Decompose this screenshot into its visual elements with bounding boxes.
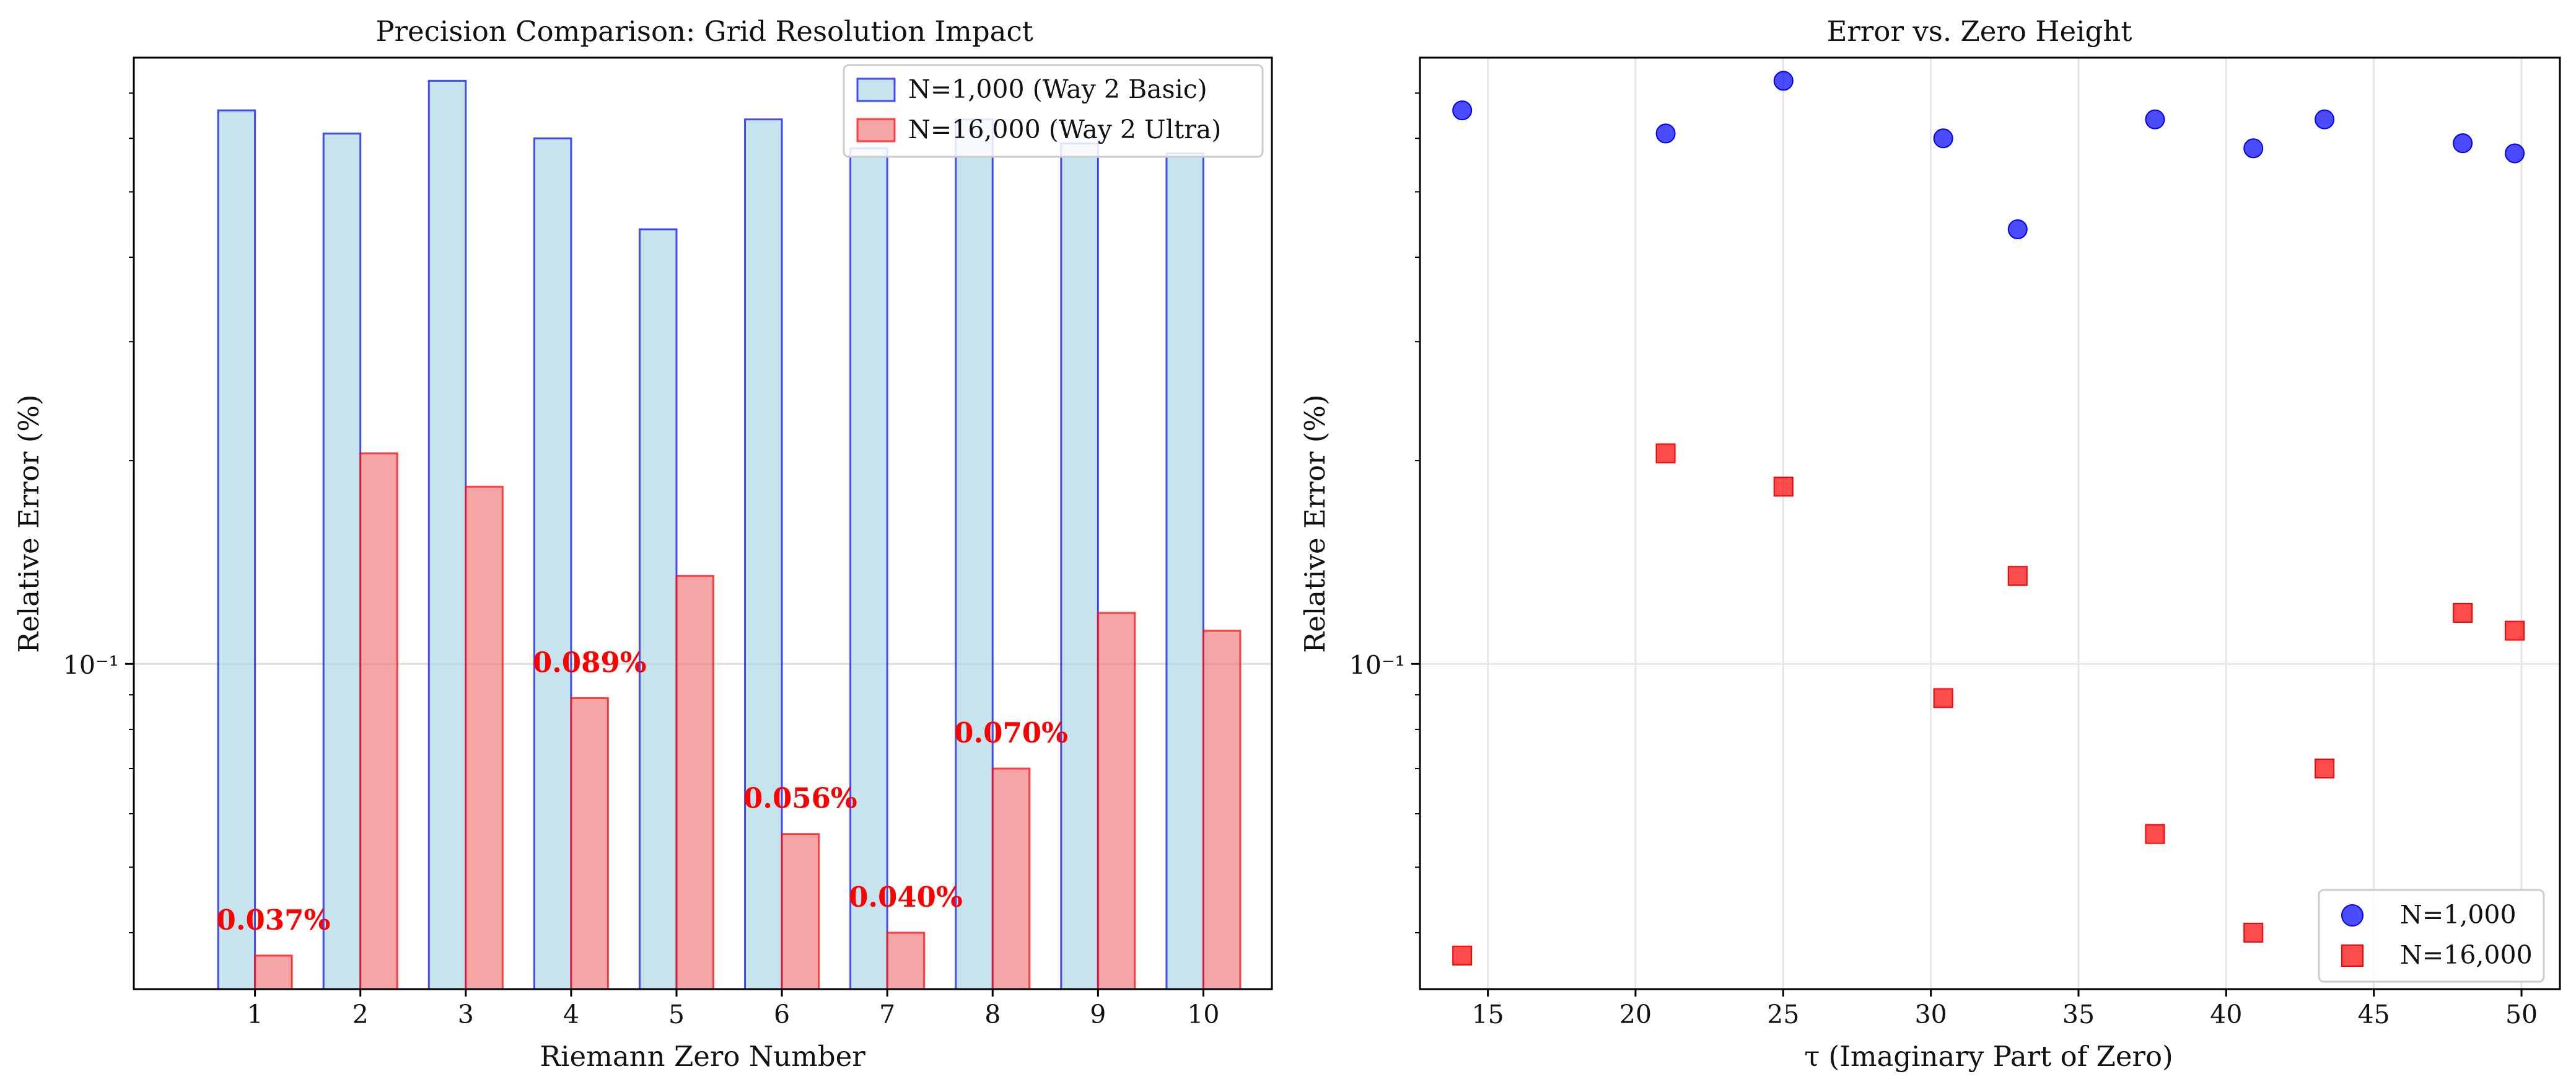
x-tick-label: 35 [2062, 1000, 2095, 1029]
scatter-point-n1000 [1452, 100, 1473, 121]
scatter-point-n16000 [1452, 945, 1473, 966]
scatter-chart-panel: Error vs. Zero Height 15 20 25 30 35 40 45 50 1… [1299, 15, 2561, 1073]
scatter-chart-frame [1419, 56, 2561, 990]
legend-marker-n16000 [2341, 944, 2364, 967]
legend-box [2318, 889, 2545, 983]
bar-chart-y-label: Relative Error (%) [12, 394, 45, 653]
bar-ultra [1202, 630, 1242, 990]
bar-annotation: 0.040% [849, 881, 963, 914]
bar-ultra [359, 452, 398, 990]
y-tick-label: 10⁻¹ [63, 650, 119, 680]
x-tick-label: 9 [1090, 1000, 1106, 1029]
scatter-point-n16000 [1773, 477, 1794, 497]
scatter-point-n16000 [2243, 922, 2264, 943]
scatter-point-n1000 [2243, 138, 2264, 159]
legend-box [843, 64, 1264, 158]
bar-ultra [465, 485, 504, 990]
bar-basic [744, 118, 783, 990]
bar-basic [1165, 152, 1204, 990]
bar-annotation: 0.037% [217, 904, 331, 936]
scatter-chart-y-label: Relative Error (%) [1299, 394, 1331, 653]
scatter-chart-legend: N=1,000 N=16,000 [2318, 889, 2545, 983]
bar-ultra [991, 767, 1031, 990]
x-tick-label: 50 [2505, 1000, 2538, 1029]
scatter-point-n16000 [2315, 759, 2335, 779]
bar-chart-title: Precision Comparison: Grid Resolution Im… [375, 15, 1033, 48]
bar-ultra [254, 954, 293, 990]
bar-annotation: 0.056% [743, 782, 857, 815]
bar-chart-annotations: 0.037% 0.089% 0.056% 0.040% 0.070% [217, 646, 1068, 936]
legend-marker-n1000 [2341, 904, 2364, 927]
scatter-point-n1000 [1655, 123, 1676, 144]
bar-ultra [570, 697, 609, 990]
bar-chart-y-ticks: 10⁻¹ [63, 92, 134, 933]
scatter-chart-x-label: τ (Imaginary Part of Zero) [1804, 1040, 2173, 1073]
legend-swatch-ultra [856, 118, 896, 143]
bar-annotation: 0.070% [954, 716, 1068, 749]
bar-chart-frame [133, 56, 1273, 990]
bar-chart-x-label: Riemann Zero Number [540, 1040, 865, 1073]
bar-chart-x-ticks: 1 2 3 4 5 6 7 8 9 10 [247, 989, 1220, 1029]
bar-ultra [1097, 612, 1136, 990]
bar-ultra [886, 931, 926, 990]
bar-basic [955, 118, 994, 990]
x-tick-label: 25 [1767, 1000, 1799, 1029]
x-tick-label: 1 [247, 1000, 263, 1029]
x-tick-label: 5 [668, 1000, 685, 1029]
bar-chart-panel: Precision Comparison: Grid Resolution Im… [12, 15, 1273, 1073]
x-tick-label: 3 [458, 1000, 474, 1029]
scatter-point-n1000 [2505, 143, 2525, 164]
x-tick-label: 7 [879, 1000, 895, 1029]
legend-label-basic: N=1,000 (Way 2 Basic) [908, 74, 1207, 104]
bar-basic [1060, 142, 1099, 990]
x-tick-label: 6 [774, 1000, 790, 1029]
x-tick-label: 8 [984, 1000, 1001, 1029]
bar-basic [849, 147, 888, 990]
scatter-point-n1000 [2007, 219, 2028, 240]
bar-basic [217, 109, 256, 990]
bar-chart-legend: N=1,000 (Way 2 Basic) N=16,000 (Way 2 Ul… [843, 64, 1264, 158]
scatter-chart-title: Error vs. Zero Height [1827, 15, 2132, 48]
x-tick-label: 15 [1472, 1000, 1504, 1029]
scatter-point-n1000 [1773, 71, 1794, 91]
x-tick-label: 4 [563, 1000, 579, 1029]
scatter-point-n1000 [2145, 109, 2165, 130]
legend-label-n1000: N=1,000 [2400, 900, 2517, 930]
scatter-chart-points [1452, 71, 2525, 966]
x-tick-label: 20 [1619, 1000, 1652, 1029]
bar-ultra [781, 833, 820, 990]
scatter-point-n16000 [2145, 824, 2165, 844]
legend-label-n16000: N=16,000 [2400, 940, 2533, 970]
bar-basic [427, 79, 467, 990]
scatter-point-n1000 [2453, 133, 2473, 154]
scatter-point-n16000 [1655, 443, 1676, 464]
scatter-chart-grid [1420, 58, 2560, 989]
bar-ultra [675, 575, 715, 990]
scatter-point-n16000 [1933, 688, 1953, 708]
bar-basic [322, 132, 362, 990]
scatter-point-n16000 [2505, 620, 2525, 641]
scatter-point-n16000 [2453, 602, 2473, 623]
x-tick-label: 30 [1915, 1000, 1947, 1029]
scatter-point-n16000 [2007, 566, 2028, 586]
bar-annotation: 0.089% [533, 646, 647, 679]
x-tick-label: 2 [353, 1000, 369, 1029]
legend-swatch-basic [856, 77, 896, 102]
bar-chart-bars [217, 79, 1242, 990]
bar-basic [638, 228, 678, 990]
bar-basic [533, 137, 572, 990]
x-tick-label: 45 [2358, 1000, 2390, 1029]
x-tick-label: 40 [2210, 1000, 2242, 1029]
scatter-chart-y-ticks: 10⁻¹ [1349, 92, 1420, 933]
legend-label-ultra: N=16,000 (Way 2 Ultra) [908, 115, 1221, 144]
scatter-point-n1000 [2315, 109, 2335, 130]
scatter-chart-x-ticks: 15 20 25 30 35 40 45 50 [1472, 989, 2538, 1029]
y-tick-label: 10⁻¹ [1349, 650, 1405, 680]
scatter-point-n1000 [1933, 128, 1953, 149]
x-tick-label: 10 [1187, 1000, 1219, 1029]
